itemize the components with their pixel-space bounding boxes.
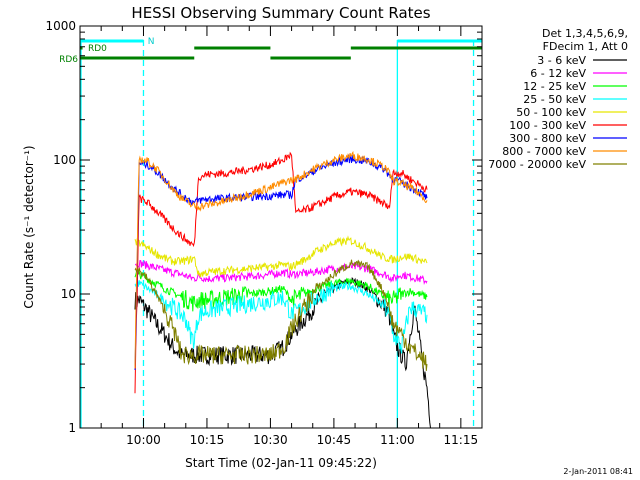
legend-label-5: 100 - 300 keV bbox=[509, 119, 586, 132]
axes: RD0 RD6 1 10 100 1000 10:00 10:15 10:30 10:45 11:0… bbox=[45, 19, 483, 447]
x-tick-label: 10:15 bbox=[190, 433, 225, 447]
y-tick-label: 100 bbox=[53, 153, 76, 167]
series-line-8 bbox=[134, 259, 428, 371]
legend-label-8: 7000 - 20000 keV bbox=[488, 158, 586, 171]
legend-label-4: 50 - 100 keV bbox=[516, 106, 586, 119]
series-line-2 bbox=[134, 270, 428, 312]
flag-label-rd0: RD0 bbox=[88, 44, 107, 54]
y-axis-label: Count Rate (s⁻¹ detector⁻¹) bbox=[22, 145, 36, 308]
legend-header-line-2: FDecim 1, Att 0 bbox=[543, 40, 628, 53]
chart-title: HESSI Observing Summary Count Rates bbox=[131, 4, 430, 22]
legend-label-1: 6 - 12 keV bbox=[530, 67, 586, 80]
y-tick-label: 1000 bbox=[45, 19, 76, 33]
x-tick-label: 10:30 bbox=[253, 433, 288, 447]
y-tick-label: 1 bbox=[68, 421, 76, 435]
flag-label-n: N bbox=[148, 37, 155, 47]
series-line-4 bbox=[134, 235, 428, 278]
legend-label-0: 3 - 6 keV bbox=[537, 54, 586, 67]
y-tick-label: 10 bbox=[61, 287, 76, 301]
series-line-1 bbox=[134, 259, 428, 285]
flag-label-rd6: RD6 bbox=[59, 55, 78, 65]
legend-label-7: 800 - 7000 keV bbox=[502, 145, 586, 158]
legend-label-6: 300 - 800 keV bbox=[509, 132, 586, 145]
x-tick-label: 11:15 bbox=[444, 433, 479, 447]
x-tick-label: 10:45 bbox=[317, 433, 352, 447]
legend-label-2: 12 - 25 keV bbox=[523, 80, 586, 93]
timestamp: 2-Jan-2011 08:41 bbox=[563, 467, 633, 476]
x-tick-label: 11:00 bbox=[380, 433, 415, 447]
x-axis-label: Start Time (02-Jan-11 09:45:22) bbox=[185, 456, 377, 470]
series-line-5 bbox=[134, 151, 428, 394]
plot-area: N bbox=[80, 37, 482, 429]
plot-frame bbox=[79, 25, 483, 429]
legend: Det 1,3,4,5,6,9, FDecim 1, Att 0 3 - 6 k… bbox=[488, 27, 628, 171]
series-line-7 bbox=[134, 150, 428, 369]
legend-label-3: 25 - 50 keV bbox=[523, 93, 586, 106]
series-line-3 bbox=[134, 280, 428, 354]
x-tick-label: 10:00 bbox=[126, 433, 161, 447]
legend-header-line-1: Det 1,3,4,5,6,9, bbox=[542, 27, 628, 40]
